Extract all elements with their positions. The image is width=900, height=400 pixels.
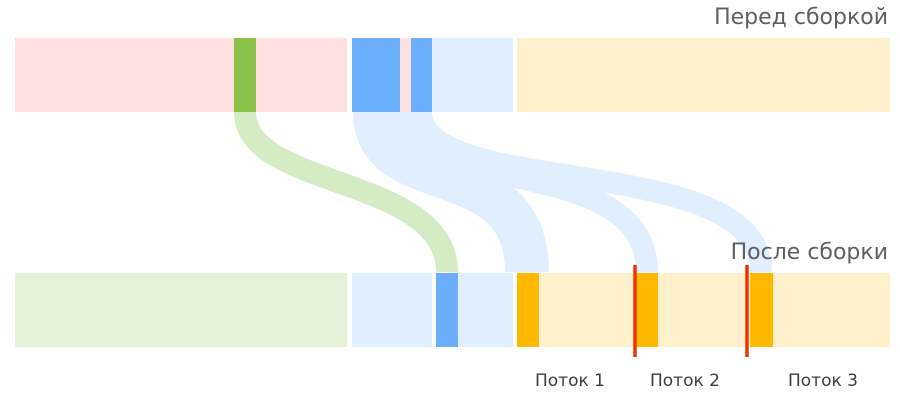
label-before: Перед сборкой	[714, 5, 888, 30]
region-blue-light-a	[352, 273, 432, 347]
region-blue-light	[432, 38, 513, 112]
green-flow	[234, 110, 458, 273]
region-blue-1	[352, 38, 400, 112]
region-green-light	[15, 273, 347, 347]
heap-after	[15, 273, 890, 347]
label-after: После сборки	[730, 240, 888, 265]
region-blue-2	[411, 38, 432, 112]
thread-label-2: Поток 2	[650, 371, 720, 391]
thread-label-1: Поток 1	[535, 371, 605, 391]
region-red	[15, 38, 347, 112]
object-yellow-2	[636, 273, 658, 347]
object-green	[234, 38, 256, 112]
region-yellow-light-after	[517, 273, 890, 347]
region-pink-gap	[400, 38, 411, 112]
blue-flow-3	[410, 110, 772, 273]
object-yellow-1	[517, 273, 539, 347]
object-yellow-3	[750, 273, 773, 347]
heap-before	[15, 38, 890, 112]
thread-label-3: Поток 3	[788, 371, 858, 391]
blue-flow-1	[353, 110, 549, 274]
region-yellow-light	[517, 38, 890, 112]
object-blue	[436, 273, 458, 347]
region-blue-light-b	[458, 273, 513, 347]
